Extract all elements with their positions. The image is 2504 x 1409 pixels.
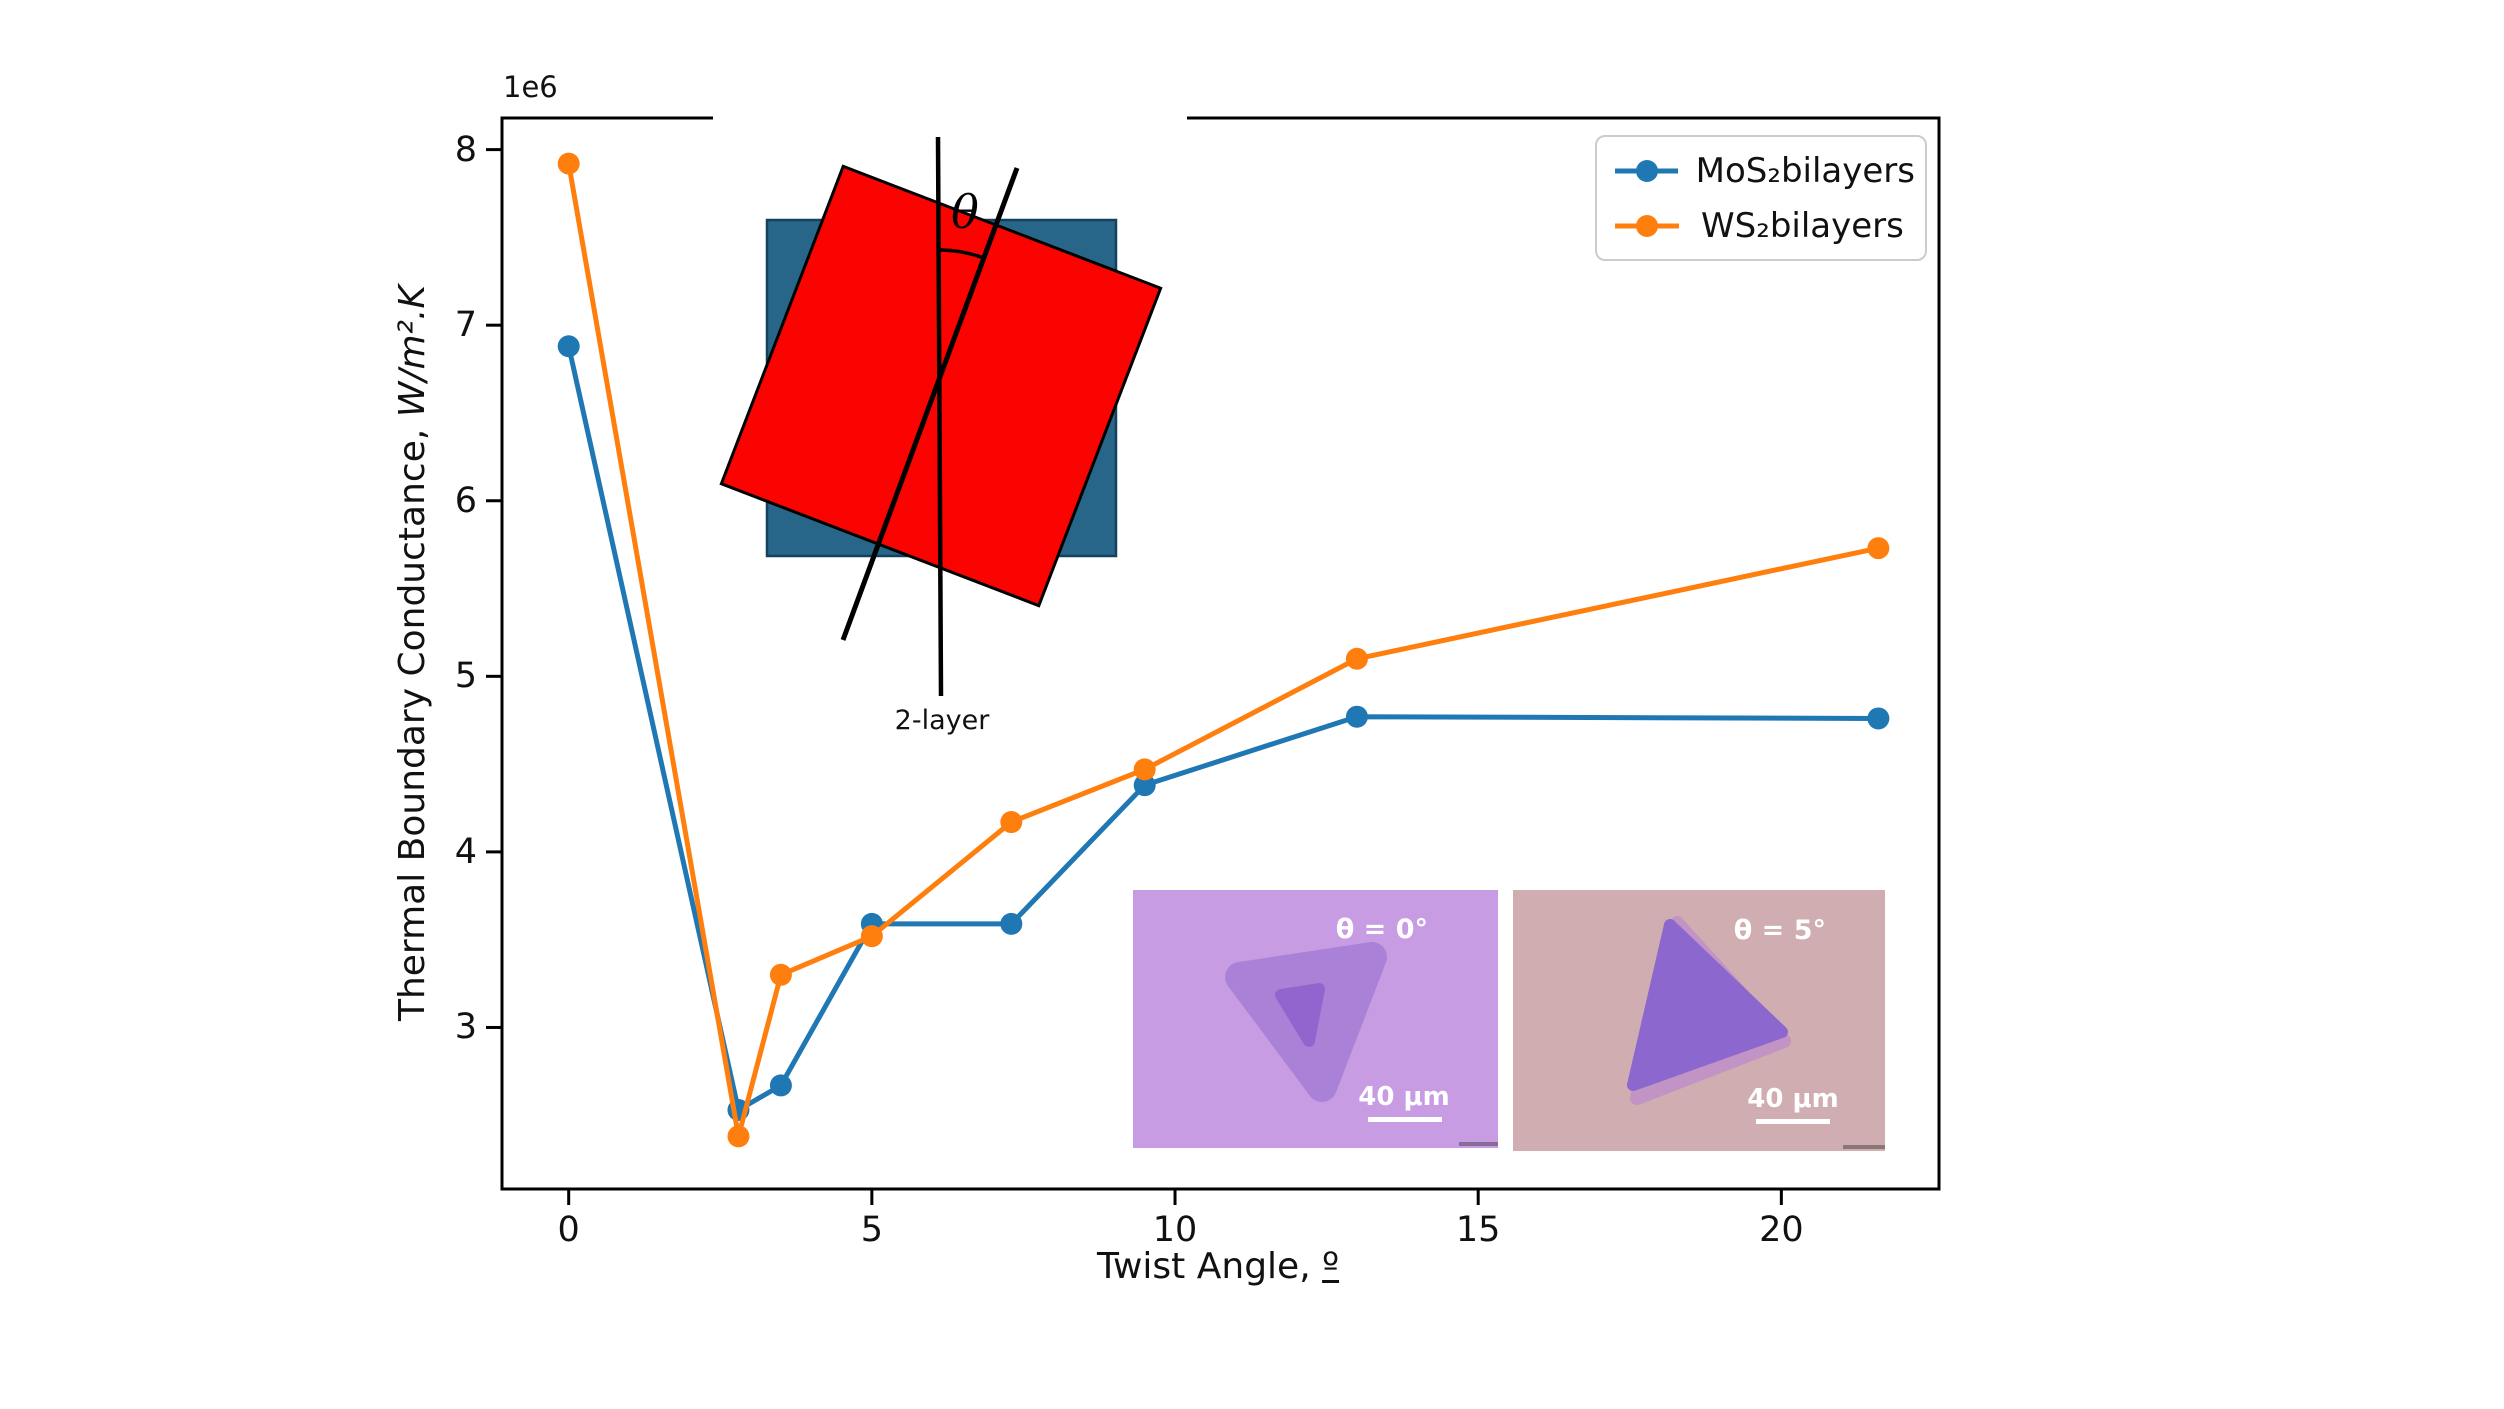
legend-label-mos2: MoS₂bilayers — [1695, 150, 1915, 191]
twisted-axis-line — [840, 167, 1020, 641]
data-point — [769, 963, 792, 986]
y-tick-label: 8 — [454, 129, 477, 170]
data-point — [557, 152, 580, 175]
micrograph-5deg-label: θ = 5° — [1733, 915, 1826, 946]
x-axis-label: Twist Angle, º — [1018, 1246, 1418, 1287]
y-axis-offset-text: 1e6 — [503, 70, 558, 104]
plot-frame — [500, 116, 1941, 1191]
x-axis-label-text: Twist Angle, — [1096, 1246, 1323, 1287]
data-point — [1133, 774, 1156, 797]
watermark-mark — [1459, 1142, 1498, 1146]
data-point — [727, 1125, 750, 1148]
y-tick-label: 7 — [454, 305, 477, 346]
twist-schematic-inset: θ — [713, 100, 1187, 700]
y-axis-units: W/m².K — [392, 284, 433, 418]
data-point — [1867, 537, 1890, 560]
y-tick-label: 5 — [454, 656, 477, 697]
reference-axis-line — [935, 136, 944, 697]
x-tick-label: 15 — [1455, 1210, 1501, 1250]
scale-bar — [1368, 1117, 1442, 1122]
data-point — [1867, 707, 1890, 730]
micrograph-0deg-label: θ = 0° — [1335, 914, 1428, 945]
micrograph-0deg: θ = 0° 40 μm — [1133, 890, 1498, 1148]
legend-entry-ws2: WS₂bilayers — [1611, 206, 1915, 246]
y-axis-label-text: Thermal Boundary Conductance, — [392, 417, 433, 1022]
x-tick-label: 5 — [860, 1210, 883, 1250]
twist-schematic-drawing: θ — [719, 136, 1163, 697]
micrograph-5deg-image — [1627, 916, 1885, 1149]
series-line-1 — [566, 161, 1881, 1139]
x-axis-degree-ordinal: º — [1322, 1246, 1340, 1287]
x-tick-label: 0 — [557, 1210, 580, 1250]
data-point — [1345, 705, 1368, 728]
data-point — [1345, 647, 1368, 670]
scale-bar — [1756, 1119, 1830, 1124]
watermark-mark — [1843, 1145, 1885, 1149]
micrograph-0deg-scale-label: 40 μm — [1358, 1082, 1450, 1112]
legend-label-ws2: WS₂bilayers — [1701, 205, 1904, 246]
legend-entry-mos2: MoS₂bilayers — [1611, 151, 1915, 191]
micrograph-5deg-scale-label: 40 μm — [1747, 1084, 1839, 1114]
x-tick-label: 20 — [1759, 1210, 1804, 1250]
y-tick-label: 4 — [454, 831, 477, 872]
micrograph-5deg: θ = 5° 40 μm — [1513, 890, 1885, 1151]
legend: MoS₂bilayers WS₂bilayers — [1595, 135, 1927, 261]
angle-arc — [939, 248, 985, 260]
data-point — [1133, 758, 1156, 781]
legend-marker-mos2 — [1615, 159, 1678, 182]
data-point — [1000, 912, 1023, 935]
theta-symbol: θ — [951, 185, 979, 239]
legend-marker-ws2 — [1615, 214, 1679, 237]
y-tick-label: 3 — [454, 1007, 477, 1048]
micrograph-0deg-image — [1225, 942, 1498, 1146]
data-point — [769, 1074, 792, 1097]
flake-inner-triangle — [1275, 983, 1325, 1047]
data-point — [557, 335, 580, 358]
legend-dot — [1636, 159, 1658, 182]
data-point — [860, 925, 883, 948]
flake-front-triangle — [1627, 919, 1788, 1091]
data-point — [1000, 811, 1023, 834]
y-tick-label: 6 — [454, 480, 477, 521]
x-tick-label: 10 — [1152, 1210, 1198, 1250]
twist-schematic-caption: 2-layer — [894, 705, 990, 736]
legend-dot — [1636, 214, 1658, 237]
y-axis-label: Thermal Boundary Conductance, W/m².K — [392, 203, 434, 1103]
